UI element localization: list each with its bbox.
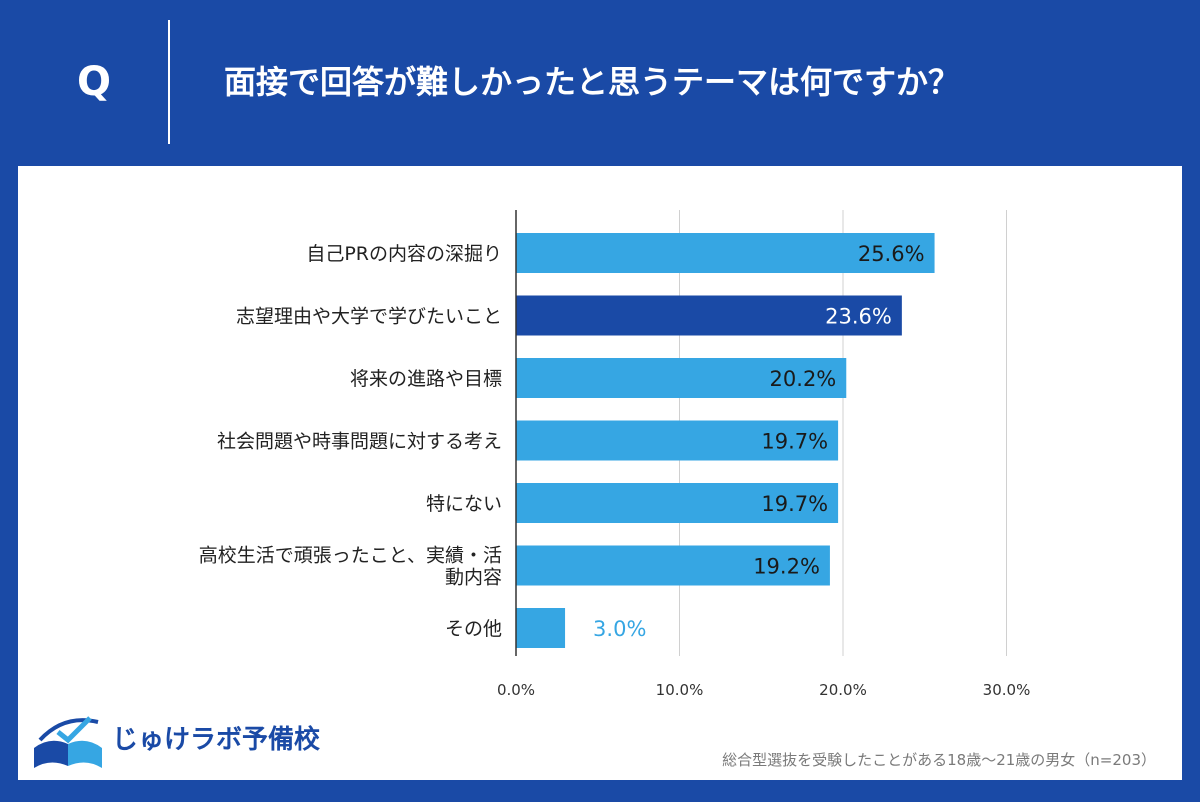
bar-value-label: 19.7% [761, 492, 828, 516]
bar [516, 545, 830, 586]
x-tick-label: 10.0% [656, 681, 704, 699]
bar-value-label: 19.2% [753, 555, 820, 579]
x-tick-label: 0.0% [497, 681, 535, 699]
bar [516, 233, 935, 273]
x-tick-label: 30.0% [983, 681, 1031, 699]
bar-chart: 0.0% 10.0% 20.0% 30.0% 25.6% 自己PRの内容の深掘り 23.6%… [199, 210, 1031, 699]
x-tick-label: 20.0% [819, 681, 867, 699]
bar [516, 358, 847, 398]
category-label: 高校生活で頑張ったこと、実績・活動内容 [199, 545, 502, 589]
category-label: 将来の進路や目標 [350, 368, 502, 390]
question-header: Q 面接で回答が難しかったと思うテーマは何ですか？ [0, 0, 1200, 165]
bar-value-label: 3.0% [593, 617, 646, 641]
sample-footnote: 総合型選抜を受験したことがある18歳～21歳の男女（n=203） [722, 751, 1156, 769]
category-label: その他 [445, 618, 502, 640]
bar [516, 295, 902, 336]
open-book-icon [34, 716, 102, 768]
bar-value-label: 19.7% [761, 430, 828, 454]
category-label: 自己PRの内容の深掘り [306, 243, 502, 265]
bar [516, 420, 839, 461]
header-divider [168, 20, 170, 144]
brand-logo: じゅけラボ予備校 [28, 710, 348, 770]
question-title: 面接で回答が難しかったと思うテーマは何ですか？ [224, 63, 961, 101]
bar [516, 483, 839, 523]
chart-panel: 0.0% 10.0% 20.0% 30.0% 25.6% 自己PRの内容の深掘り 23.6%… [18, 166, 1182, 780]
category-label: 特にない [426, 493, 502, 515]
q-label: Q [76, 59, 111, 105]
category-label: 社会問題や時事問題に対する考え [217, 431, 502, 453]
logo-text: じゅけラボ予備校 [112, 725, 321, 755]
category-label: 志望理由や大学で学びたいこと [236, 306, 502, 328]
bar-value-label: 25.6% [858, 242, 925, 266]
bar [516, 608, 566, 648]
bar-value-label: 20.2% [770, 367, 837, 391]
bar-value-label: 23.6% [825, 305, 892, 329]
